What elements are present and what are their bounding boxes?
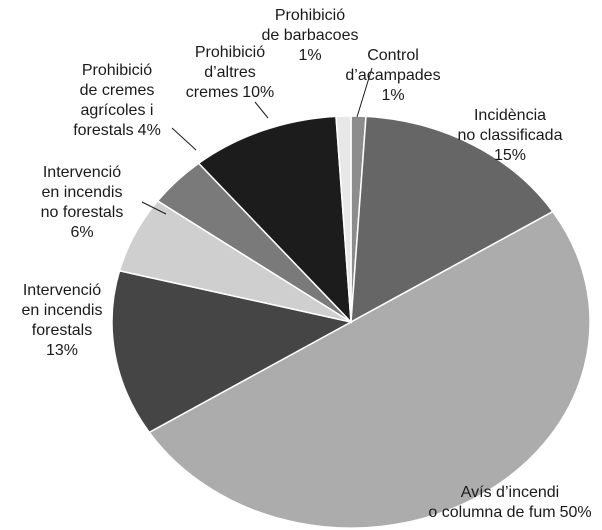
label-line: Prohibició [82,62,152,79]
label-line: no forestals [41,204,124,221]
value-label: 1% [298,47,321,64]
label-line: no classificada [458,127,563,144]
slice-label: Intervenció en incendis forestals 13% [22,282,103,359]
label-text: cremes [186,84,238,101]
label-line: cremes 10% [186,84,274,101]
label-line: en incendis [22,302,103,319]
label-line: d’altres [204,64,256,81]
slice-label: Control d’acampades 1% [345,47,440,104]
pie-slice [148,210,591,530]
label-line: Prohibició [195,44,265,61]
label-line: Avís d’incendi [461,484,559,501]
slice-label: Prohibició d’altres cremes 10% [186,44,274,101]
pie-slice [335,115,352,323]
label-text: o columna de fum [428,504,555,521]
pie [111,115,591,530]
label-line: d’acampades [345,67,440,84]
label-line: agrícoles i [81,102,154,119]
label-line: en incendis [42,184,123,201]
label-line: de cremes [80,82,155,99]
label-text: forestals [73,122,133,139]
leader-lines [141,67,373,215]
label-line: Incidència [474,107,546,124]
label-line: forestals [32,322,92,339]
slice-label: Intervenció en incendis no forestals 6% [41,164,124,241]
value-label: 50% [560,504,592,521]
label-line: Intervenció [43,164,121,181]
label-line: Control [367,47,419,64]
value-label: 6% [70,224,93,241]
label-line: forestals 4% [73,122,161,139]
slice-label: Prohibició de barbacoes 1% [262,7,359,64]
pie-slice [350,115,554,324]
pie-slice [111,269,354,434]
label-line: Prohibició [275,7,345,24]
leader-line [356,67,373,118]
label-line: de barbacoes [262,27,359,44]
value-label: 13% [46,342,78,359]
leader-line [254,101,269,119]
pie-slice [197,115,352,325]
leader-line [141,201,167,215]
value-label: 1% [381,87,404,104]
label-line: Intervenció [23,282,101,299]
leader-line [171,127,197,151]
slice-label: Avís d’incendi o columna de fum 50% [428,484,591,521]
slice-label: Incidència no classificada 15% [458,107,563,164]
label-line: o columna de fum 50% [428,504,591,521]
value-label: 4% [138,122,161,139]
value-label: 10% [242,84,274,101]
value-label: 15% [494,147,526,164]
slice-label: Prohibició de cremes agrícoles i forestals 4… [73,62,161,139]
